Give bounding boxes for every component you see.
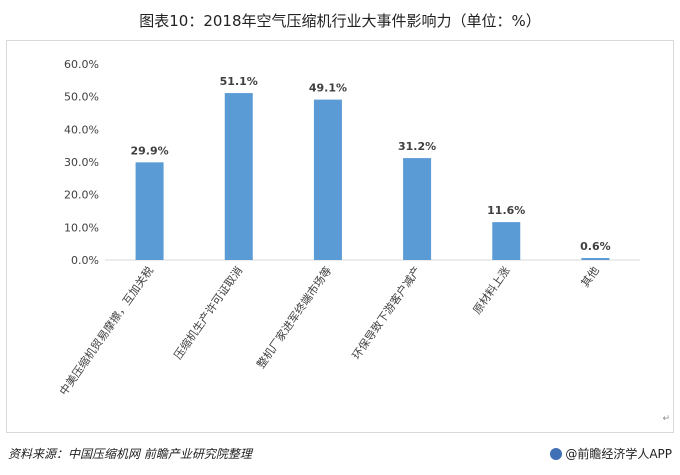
data-label: 0.6% bbox=[580, 240, 611, 253]
y-tick-label: 20.0% bbox=[64, 189, 99, 202]
data-label: 51.1% bbox=[220, 75, 258, 88]
bar bbox=[492, 222, 521, 260]
x-tick-label: 原材料上涨 bbox=[470, 264, 513, 317]
x-tick-label: 环保导致下游客户减产 bbox=[349, 264, 424, 362]
bar bbox=[403, 158, 432, 260]
data-label: 29.9% bbox=[130, 144, 168, 157]
brand-label: @前瞻经济学人APP bbox=[565, 447, 672, 461]
bar bbox=[581, 258, 610, 260]
brand-credit: @前瞻经济学人APP bbox=[550, 445, 672, 462]
y-tick-label: 10.0% bbox=[64, 221, 99, 234]
y-tick-label: 50.0% bbox=[64, 91, 99, 104]
x-tick-label: 中美压缩机贸易摩擦，互加关税 bbox=[56, 264, 156, 398]
y-tick-label: 40.0% bbox=[64, 123, 99, 136]
x-tick-label: 其他 bbox=[579, 264, 602, 289]
source-note: 资料来源：中国压缩机网 前瞻产业研究院整理 bbox=[8, 447, 252, 461]
x-tick-label: 压缩机生产许可证取消 bbox=[171, 264, 246, 362]
return-mark: ↵ bbox=[662, 414, 670, 424]
y-tick-label: 30.0% bbox=[64, 156, 99, 169]
y-tick-label: 0.0% bbox=[71, 254, 99, 267]
chart-frame bbox=[6, 40, 674, 433]
data-label: 31.2% bbox=[398, 140, 436, 153]
bar bbox=[224, 93, 253, 260]
y-tick-label: 60.0% bbox=[64, 58, 99, 71]
bar bbox=[313, 99, 342, 261]
x-tick-label: 整机厂家进军终端市场等 bbox=[254, 264, 335, 371]
data-label: 11.6% bbox=[487, 204, 525, 217]
brand-logo-icon bbox=[550, 448, 563, 460]
chart-title: 图表10：2018年空气压缩机行业大事件影响力（单位：%） bbox=[139, 12, 541, 30]
data-label: 49.1% bbox=[309, 82, 347, 95]
bar bbox=[135, 162, 164, 260]
